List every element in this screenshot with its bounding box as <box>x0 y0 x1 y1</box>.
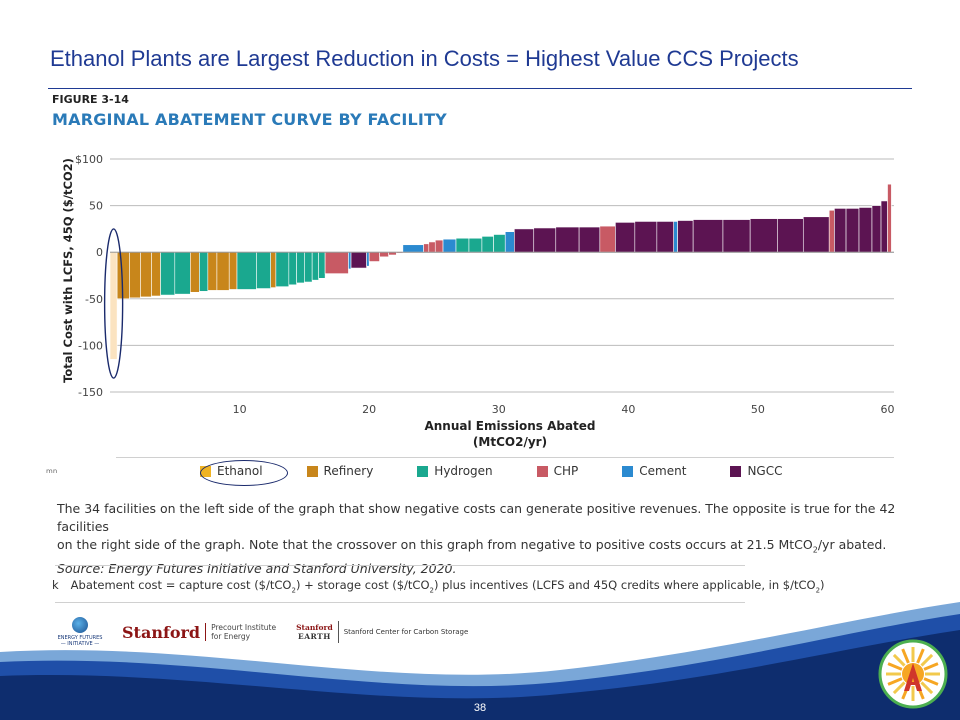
sun-ray <box>923 677 939 686</box>
title-divider <box>48 88 912 89</box>
legend-item-chp: CHP <box>536 464 579 478</box>
sun-ray <box>920 653 934 667</box>
bar <box>777 218 804 253</box>
legend-divider <box>116 457 894 458</box>
wave-dark <box>0 630 960 720</box>
footnote-divider-bottom <box>55 602 745 603</box>
bar <box>692 219 724 253</box>
chart-note: The 34 facilities on the left side of th… <box>57 500 917 578</box>
x-tick-label: 20 <box>362 403 376 416</box>
y-tick-label: -150 <box>78 386 103 399</box>
sun-ray <box>892 653 906 667</box>
ethanol-legend-highlight <box>200 460 288 486</box>
stanford-earth-logo: Stanford EARTH Stanford Center for Carbon… <box>296 621 469 643</box>
sun-ray <box>916 648 925 664</box>
note-line-2: on the right side of the graph. Note tha… <box>57 537 887 555</box>
bar <box>749 218 778 253</box>
figure-number: FIGURE 3-14 <box>52 93 129 106</box>
sun-ray <box>901 648 910 664</box>
legend-label: NGCC <box>747 464 783 478</box>
legend-item-ngcc: NGCC <box>730 464 783 478</box>
legend-item-refinery: Refinery <box>306 464 374 478</box>
sun-ray <box>923 662 939 671</box>
x-tick-label: 60 <box>881 403 895 416</box>
slide-title: Ethanol Plants are Largest Reduction in … <box>50 46 799 71</box>
legend-swatch <box>622 465 634 477</box>
ethanol-highlight-ellipse <box>103 228 124 379</box>
sun-ray <box>920 681 934 695</box>
stanford-precourt-logo: Stanford Precourt Institute for Energy <box>122 622 277 642</box>
y-axis-label: Total Cost with LCFS, 45Q ($/tCO2) <box>61 158 75 383</box>
bar <box>722 219 751 253</box>
legend-swatch <box>306 465 318 477</box>
footnote-marker: k <box>52 578 59 592</box>
sun-ray <box>887 677 903 686</box>
x-axis-label: Annual Emissions Abated <box>424 419 595 433</box>
stray-mark: ₘₙ <box>46 464 58 476</box>
legend-swatch <box>417 465 429 477</box>
source-citation: Source: Energy Futures Initiative and St… <box>57 560 457 576</box>
footnote-divider-top <box>55 565 745 566</box>
legend-item-hydrogen: Hydrogen <box>417 464 493 478</box>
legend-swatch <box>536 465 548 477</box>
y-tick-label: $100 <box>75 153 103 166</box>
x-tick-label: 50 <box>751 403 765 416</box>
legend-label: Refinery <box>323 464 374 478</box>
sun-ray <box>892 681 906 695</box>
legend-item-cement: Cement <box>622 464 686 478</box>
sunburst-a-logo-icon <box>878 639 948 709</box>
sun-ray <box>887 662 903 671</box>
legend-label: Cement <box>639 464 687 478</box>
marginal-abatement-chart: $100 50 0 -50 -100 -150 10 20 30 40 50 60 Annual Emi… <box>61 153 895 449</box>
x-tick-label: 10 <box>233 403 247 416</box>
legend-swatch <box>730 465 742 477</box>
y-tick-label: -50 <box>85 293 103 306</box>
legend-label: Hydrogen <box>434 464 493 478</box>
figure-title: MARGINAL ABATEMENT CURVE BY FACILITY <box>52 110 447 129</box>
note-line-1: The 34 facilities on the left side of th… <box>57 501 896 534</box>
page-number: 38 <box>473 702 487 714</box>
globe-icon <box>72 617 88 633</box>
energy-futures-initiative-logo: ENERGY FUTURES — INITIATIVE — <box>52 617 108 647</box>
x-axis-label-units: (MtCO2/yr) <box>473 435 547 449</box>
y-tick-label: -100 <box>78 339 103 352</box>
x-tick-label: 40 <box>621 403 635 416</box>
x-tick-label: 30 <box>492 403 506 416</box>
legend-label: CHP <box>553 464 579 478</box>
y-tick-label: 0 <box>96 246 103 259</box>
y-tick-label: 50 <box>89 200 103 213</box>
footnote: k Abatement cost = capture cost ($/tCO2) … <box>52 578 825 595</box>
partner-logos: ENERGY FUTURES — INITIATIVE — Stanford P… <box>52 612 468 652</box>
